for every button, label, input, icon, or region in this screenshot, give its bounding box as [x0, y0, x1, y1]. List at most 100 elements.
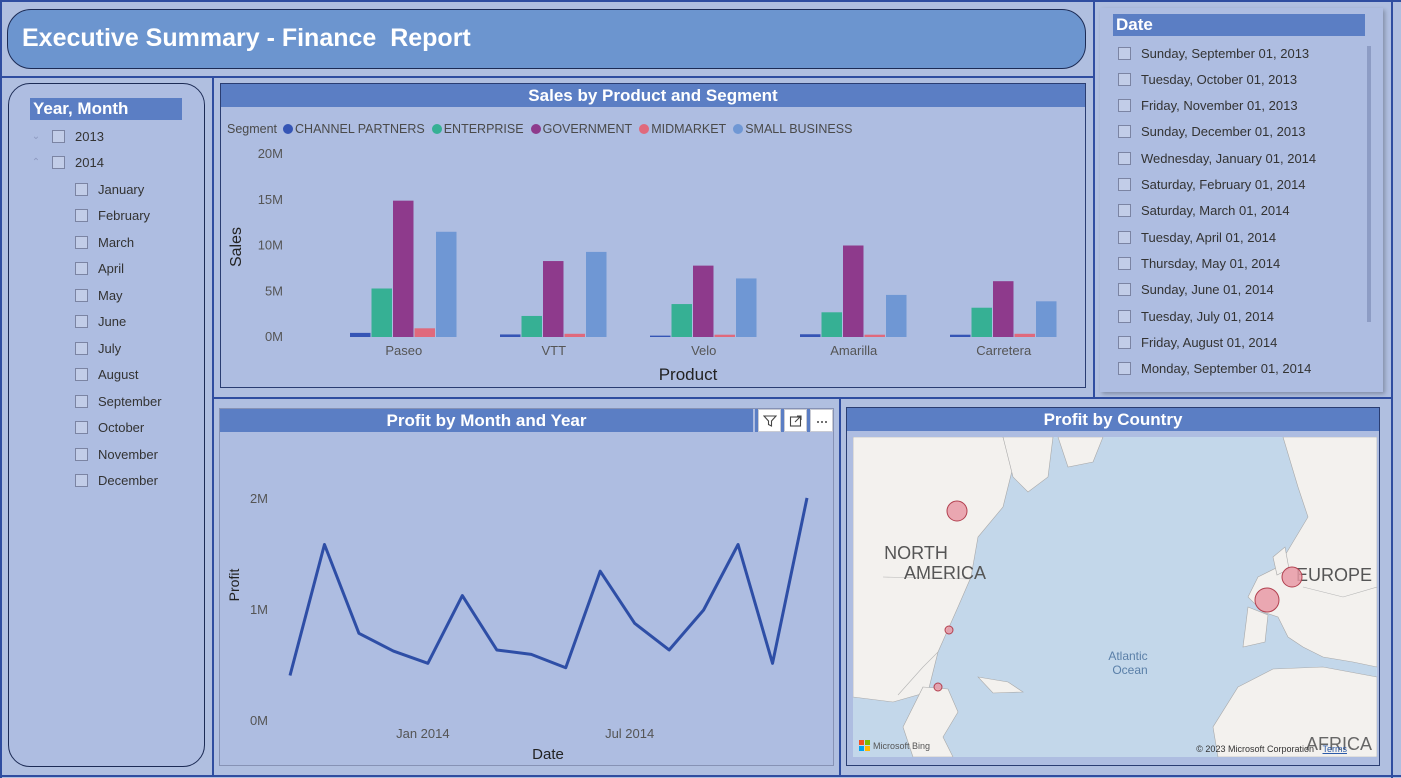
frame-border [212, 397, 1392, 399]
legend-item[interactable]: MIDMARKET [639, 122, 726, 136]
bar[interactable] [1014, 333, 1036, 337]
bar[interactable] [500, 334, 521, 337]
map-panel[interactable]: Profit by Country NORTH AMERICA EUROPE A… [846, 407, 1380, 766]
legend-item[interactable]: CHANNEL PARTNERS [283, 122, 425, 136]
checkbox[interactable] [1118, 204, 1131, 218]
checkbox[interactable] [1118, 178, 1131, 191]
bar[interactable] [800, 334, 821, 337]
bar[interactable] [543, 261, 564, 337]
date-slicer-item[interactable]: Sunday, December 01, 2013 [1118, 123, 1306, 141]
map-terms-link[interactable]: Terms [1322, 744, 1348, 754]
slicer-item[interactable]: November [75, 445, 158, 463]
legend-item[interactable]: ENTERPRISE [431, 122, 524, 136]
profit-map[interactable]: NORTH AMERICA EUROPE AFRICA Atlantic Oce… [853, 437, 1377, 757]
slicer-item[interactable]: October [75, 419, 144, 437]
bar[interactable] [671, 304, 693, 337]
slicer-item[interactable]: January [75, 180, 144, 198]
bar[interactable] [950, 334, 971, 337]
date-slicer[interactable]: Date Sunday, September 01, 2013 Tuesday, … [1100, 8, 1383, 392]
checkbox[interactable] [52, 156, 65, 169]
focus-mode-icon[interactable] [784, 409, 807, 432]
checkbox[interactable] [1118, 46, 1131, 60]
checkbox[interactable] [1118, 99, 1131, 113]
slicer-item[interactable]: February [75, 207, 150, 225]
bar[interactable] [821, 312, 843, 337]
slicer-item[interactable]: December [75, 472, 158, 490]
checkbox[interactable] [75, 474, 88, 487]
checkbox[interactable] [75, 447, 88, 461]
bar[interactable] [1036, 301, 1057, 337]
date-slicer-item[interactable]: Wednesday, January 01, 2014 [1118, 149, 1316, 167]
bar[interactable] [436, 231, 457, 337]
bar[interactable] [714, 334, 736, 337]
checkbox[interactable] [75, 341, 88, 355]
date-slicer-item[interactable]: Sunday, September 01, 2013 [1118, 44, 1309, 62]
bar[interactable] [414, 328, 436, 337]
date-slicer-item[interactable]: Saturday, February 01, 2014 [1118, 176, 1306, 194]
chevron-up-icon[interactable]: ⌃ [31, 157, 41, 168]
bar[interactable] [350, 332, 371, 337]
checkbox[interactable] [1118, 125, 1131, 139]
bar[interactable] [993, 281, 1014, 337]
date-slicer-item[interactable]: Monday, September 01, 2014 [1118, 360, 1311, 378]
bar[interactable] [693, 265, 714, 337]
checkbox[interactable] [75, 288, 88, 302]
checkbox[interactable] [75, 394, 88, 408]
more-options-icon[interactable] [810, 409, 833, 432]
date-slicer-item[interactable]: Saturday, March 01, 2014 [1118, 202, 1290, 220]
date-slicer-item[interactable]: Friday, November 01, 2013 [1118, 97, 1298, 115]
bar[interactable] [971, 307, 993, 337]
slicer-item[interactable]: ⌃ 2014 [30, 154, 104, 172]
bar[interactable] [843, 245, 864, 338]
date-slicer-item[interactable]: Tuesday, April 01, 2014 [1118, 228, 1276, 246]
checkbox[interactable] [1118, 256, 1131, 270]
checkbox[interactable] [75, 315, 88, 328]
chevron-down-icon[interactable]: ⌄ [31, 130, 41, 142]
slicer-item[interactable]: June [75, 313, 126, 331]
bar[interactable] [864, 334, 886, 337]
bar[interactable] [564, 333, 586, 337]
slicer-item[interactable]: July [75, 339, 121, 357]
slicer-item[interactable]: September [75, 392, 162, 410]
date-slicer-item[interactable]: Friday, August 01, 2014 [1118, 333, 1277, 351]
bar[interactable] [371, 288, 393, 337]
checkbox[interactable] [75, 262, 88, 275]
checkbox[interactable] [1118, 151, 1131, 165]
bar[interactable] [886, 294, 907, 337]
year-month-slicer[interactable]: Year, Month ⌄ 2013 ⌃ 2014 January February Mar… [8, 83, 205, 767]
bar[interactable] [586, 251, 607, 337]
checkbox[interactable] [1118, 283, 1131, 297]
date-slicer-scrollbar[interactable] [1367, 46, 1371, 322]
profit-line[interactable] [288, 497, 809, 676]
filter-icon[interactable] [758, 409, 781, 432]
slicer-item[interactable]: August [75, 366, 138, 384]
checkbox[interactable] [75, 421, 88, 434]
checkbox[interactable] [1118, 230, 1131, 244]
slicer-item[interactable]: April [75, 260, 124, 278]
legend-item[interactable]: SMALL BUSINESS [733, 122, 852, 136]
slicer-item[interactable]: March [75, 233, 134, 251]
checkbox[interactable] [1118, 309, 1131, 323]
bar[interactable] [736, 278, 757, 337]
bar[interactable] [393, 200, 414, 337]
checkbox[interactable] [1118, 362, 1131, 376]
bar[interactable] [521, 315, 543, 337]
legend-item[interactable]: GOVERNMENT [530, 122, 632, 136]
map-attribution: © 2023 Microsoft Corporation Terms [1196, 744, 1347, 754]
checkbox[interactable] [1118, 72, 1131, 86]
checkbox[interactable] [1118, 335, 1131, 349]
date-slicer-item[interactable]: Thursday, May 01, 2014 [1118, 254, 1280, 272]
date-slicer-item[interactable]: Tuesday, July 01, 2014 [1118, 307, 1274, 325]
profit-chart-panel[interactable]: Profit by Month and Year 0M 1M 2M Jan 2014 J… [219, 408, 834, 766]
checkbox[interactable] [75, 368, 88, 381]
date-slicer-item[interactable]: Tuesday, October 01, 2013 [1118, 70, 1297, 88]
sales-chart-panel[interactable]: Sales by Product and Segment Segment CHA… [220, 83, 1086, 388]
slicer-item[interactable]: May [75, 286, 123, 304]
checkbox[interactable] [75, 235, 88, 249]
checkbox[interactable] [52, 129, 65, 143]
date-slicer-item[interactable]: Sunday, June 01, 2014 [1118, 281, 1274, 299]
checkbox[interactable] [75, 182, 88, 196]
slicer-item[interactable]: ⌄ 2013 [30, 127, 104, 145]
checkbox[interactable] [75, 209, 88, 222]
bar[interactable] [650, 335, 671, 337]
